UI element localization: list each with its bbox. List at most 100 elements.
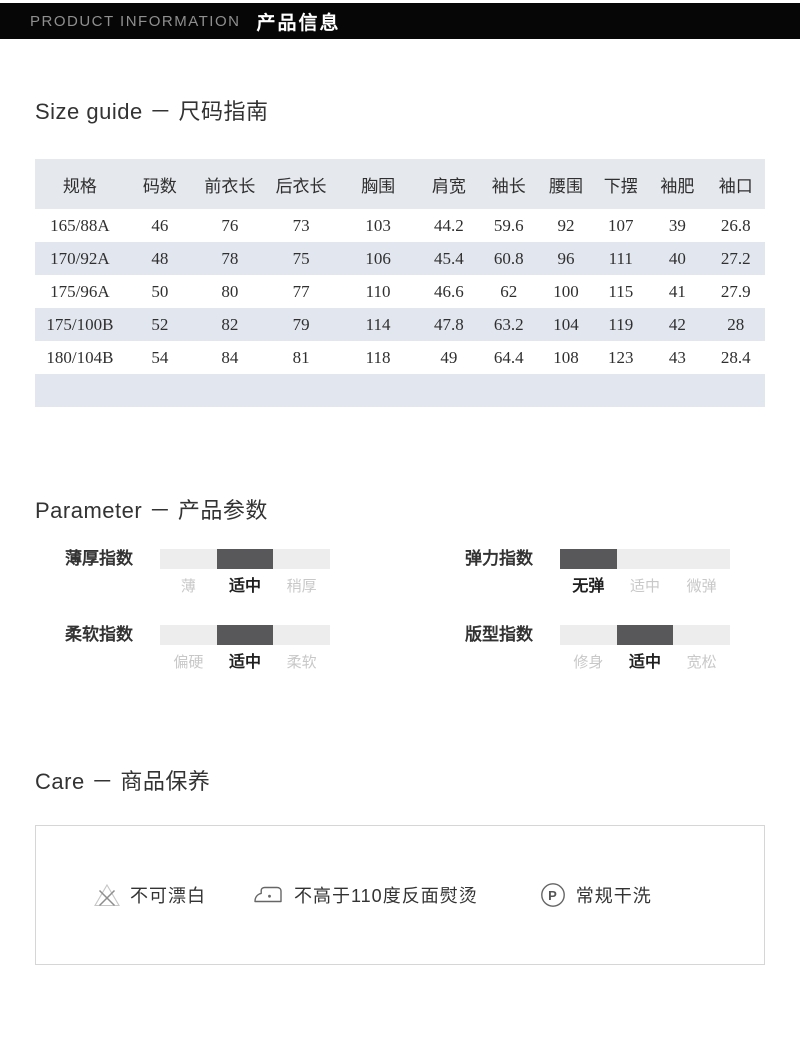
table-cell: 40: [668, 248, 686, 268]
param-bar: [560, 625, 730, 645]
care-heading: Care － 商品保养: [35, 769, 211, 794]
param-option: 适中: [229, 654, 262, 671]
dry-clean-p-icon: P: [540, 882, 566, 908]
table-cell: 180/104B: [46, 347, 114, 367]
table-cell: 79: [292, 314, 310, 334]
table-row: 175/96A 50 80 77 110 46.6 62 100 115 41 27.9: [35, 275, 765, 308]
param-option: 无弹: [572, 578, 605, 595]
table-cell: 84: [221, 347, 239, 367]
param-label: 弹力指数: [465, 549, 533, 568]
param-option: 适中: [229, 578, 262, 595]
table-column-header: 前衣长: [204, 176, 256, 196]
table-cell: 41: [668, 281, 686, 301]
table-cell: 62: [500, 281, 518, 301]
table-cell: 46.6: [434, 281, 464, 301]
product-information-banner: PRODUCT INFORMATION 产品信息: [0, 3, 800, 39]
table-row: 170/92A 48 78 75 106 45.4 60.8 96 111 40 27.2: [35, 242, 765, 275]
param-option: 修身: [573, 654, 604, 671]
size-table-body: 165/88A 46 76 73 103 44.2 59.6 92 107 39 26.8 170/9…: [35, 209, 765, 407]
size-table-header-row: 规格 码数 前衣长 后衣长 胸围 肩宽 袖长 腰围 下摆 袖肥 袖口: [35, 159, 765, 209]
iron-max-110-icon: [252, 883, 284, 907]
param-option: 适中: [630, 578, 661, 595]
param-label: 柔软指数: [65, 625, 133, 644]
banner-title-en: PRODUCT INFORMATION: [30, 12, 241, 30]
table-cell: 114: [365, 314, 391, 334]
param-option: 柔软: [286, 654, 317, 671]
table-cell: 107: [608, 215, 634, 235]
table-cell: 104: [553, 314, 579, 334]
param-scale: 薄 适中 稍厚: [160, 549, 330, 597]
table-cell: 106: [365, 248, 391, 268]
param-fit: 版型指数 修身 适中 宽松: [465, 625, 800, 673]
table-cell: 28.4: [720, 347, 751, 367]
do-not-bleach-icon: [94, 882, 120, 908]
param-option: 微弹: [686, 578, 717, 595]
table-cell: 54: [151, 347, 169, 367]
table-column-header: 肩宽: [431, 176, 466, 196]
table-cell: 47.8: [434, 314, 464, 334]
table-cell: 27.9: [720, 281, 751, 301]
param-fill: [616, 625, 674, 645]
param-softness: 柔软指数 偏硬 适中 柔软: [65, 625, 465, 673]
param-fill: [216, 625, 274, 645]
param-bar: [160, 625, 330, 645]
table-cell: 82: [221, 314, 239, 334]
banner-title-zh: 产品信息: [256, 12, 341, 34]
param-scale: 修身 适中 宽松: [560, 625, 730, 673]
table-cell: 39: [668, 215, 686, 235]
care-item-no-bleach: 不可漂白: [94, 882, 206, 908]
table-cell: 78: [221, 248, 239, 268]
table-cell: 28: [727, 314, 745, 334]
table-cell: 175/96A: [50, 281, 110, 301]
table-cell: 63.2: [493, 314, 524, 334]
table-cell: 110: [365, 281, 391, 301]
table-column-header: 下摆: [603, 176, 638, 196]
param-option: 稍厚: [286, 578, 317, 595]
param-option: 薄: [180, 578, 196, 595]
care-item-iron: 不高于110度反面熨烫: [252, 882, 478, 908]
param-options: 无弹 适中 微弹: [560, 577, 730, 597]
table-cell: 80: [221, 281, 239, 301]
param-bar: [560, 549, 730, 569]
table-row: 180/104B 54 84 81 118 49 64.4 108 123 43 28.4: [35, 341, 765, 374]
table-cell: 77: [292, 281, 310, 301]
table-cell: 26.8: [720, 215, 751, 235]
param-option: 适中: [629, 654, 662, 671]
size-guide-heading: Size guide － 尺码指南: [35, 99, 269, 124]
table-empty-row: [35, 374, 765, 407]
table-column-header: 袖肥: [660, 176, 695, 196]
table-cell: 27.2: [720, 248, 751, 268]
table-cell: 73: [292, 215, 310, 235]
param-bar: [160, 549, 330, 569]
size-table-head: 规格 码数 前衣长 后衣长 胸围 肩宽 袖长 腰围 下摆 袖肥 袖口: [35, 159, 765, 209]
table-cell: 103: [365, 215, 391, 235]
param-scale: 无弹 适中 微弹: [560, 549, 730, 597]
table-column-header: 胸围: [361, 176, 396, 196]
param-options: 修身 适中 宽松: [560, 653, 730, 673]
table-cell: 81: [292, 347, 310, 367]
table-cell: 175/100B: [46, 314, 114, 334]
table-cell: 100: [553, 281, 579, 301]
table-cell: 165/88A: [50, 215, 110, 235]
parameter-heading: Parameter － 产品参数: [35, 498, 268, 523]
param-options: 偏硬 适中 柔软: [160, 653, 330, 673]
table-column-header: 码数: [142, 176, 177, 196]
param-fill: [216, 549, 274, 569]
table-cell: 111: [608, 248, 633, 268]
table-cell: 42: [668, 314, 686, 334]
table-cell: 44.2: [434, 215, 464, 235]
table-cell: 119: [608, 314, 634, 334]
table-cell: 48: [151, 248, 169, 268]
param-label: 薄厚指数: [65, 549, 133, 568]
table-column-header: 规格: [62, 176, 97, 196]
table-cell: 46: [151, 215, 169, 235]
table-row: 175/100B 52 82 79 114 47.8 63.2 104 119 42 28: [35, 308, 765, 341]
table-cell: 43: [668, 347, 686, 367]
table-row: 165/88A 46 76 73 103 44.2 59.6 92 107 39 26.8: [35, 209, 765, 242]
parameter-grid: 薄厚指数 薄 适中 稍厚 弹力指数 无弹 适中 微弹 柔软指数 偏硬: [65, 549, 800, 673]
size-table: 规格 码数 前衣长 后衣长 胸围 肩宽 袖长 腰围 下摆 袖肥 袖口 165/88A 46 76 73 10…: [35, 159, 765, 407]
svg-text:P: P: [548, 888, 558, 903]
table-cell: 76: [221, 215, 239, 235]
table-column-header: 后衣长: [275, 176, 327, 196]
table-cell: 60.8: [493, 248, 524, 268]
